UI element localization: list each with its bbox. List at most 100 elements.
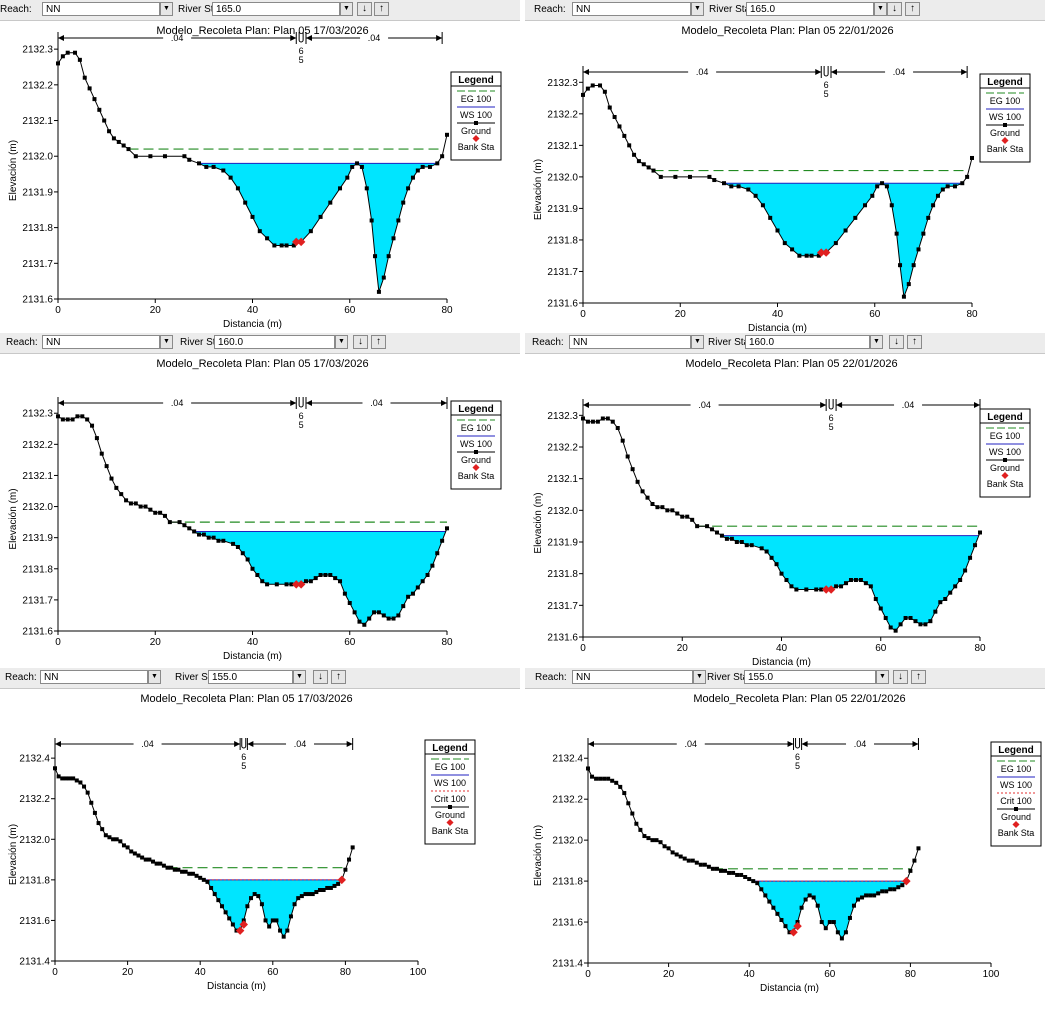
ground-point (194, 873, 199, 878)
chevron-down-icon[interactable]: ▼ (691, 2, 704, 16)
reach-select[interactable]: NN (572, 2, 691, 16)
ground-point (60, 54, 65, 59)
ground-point (209, 885, 214, 890)
ground-point (143, 857, 148, 862)
arrow-down-icon[interactable]: ↓ (313, 670, 328, 684)
reach-select[interactable]: NN (42, 2, 160, 16)
arrow-up-icon[interactable]: ↑ (911, 670, 926, 684)
ground-point (790, 247, 795, 252)
ground-point (731, 870, 736, 875)
reach-select[interactable]: NN (572, 670, 693, 684)
reach-select[interactable]: NN (40, 670, 148, 684)
arrow-left-icon (583, 69, 589, 75)
ground-point (714, 866, 719, 871)
ground-point (843, 930, 848, 935)
ground-point (299, 894, 304, 899)
chevron-down-icon[interactable]: ▼ (160, 335, 173, 349)
ground-point (328, 200, 333, 205)
ground-point (702, 862, 707, 867)
ground-point (176, 867, 181, 872)
legend-item-label: EG 100 (1001, 764, 1032, 774)
ground-point (916, 846, 921, 851)
chevron-down-icon[interactable]: ▼ (148, 670, 161, 684)
river-station-select[interactable]: 155.0 (208, 670, 293, 684)
arrow-up-icon[interactable]: ↑ (331, 670, 346, 684)
ground-point (71, 776, 76, 781)
arrow-up-icon[interactable]: ↑ (371, 335, 386, 349)
ground-point (755, 881, 760, 886)
river-station-select[interactable]: 165.0 (746, 2, 874, 16)
ground-point (863, 581, 868, 586)
river-station-select[interactable]: 165.0 (212, 2, 340, 16)
ground-point (680, 514, 685, 519)
y-tick-label: 2131.7 (547, 267, 578, 278)
chevron-down-icon[interactable]: ▼ (870, 335, 883, 349)
chart-title: Modelo_Recoleta Plan: Plan 05 17/03/2026 (140, 693, 352, 705)
ground-point (114, 837, 119, 842)
chevron-down-icon[interactable]: ▼ (340, 2, 353, 16)
ground-point (401, 604, 406, 609)
chevron-down-icon[interactable]: ▼ (874, 2, 887, 16)
legend-bank-swatch (1001, 471, 1009, 480)
chevron-down-icon[interactable]: ▼ (691, 335, 704, 349)
ground-point (272, 243, 277, 248)
ground-point (172, 867, 177, 872)
y-axis-label: Elevación (m) (533, 825, 544, 886)
river-station-select[interactable]: 160.0 (745, 335, 870, 349)
x-tick-label: 20 (122, 967, 134, 978)
chevron-down-icon[interactable]: ▼ (876, 670, 889, 684)
legend-bank-swatch (472, 463, 480, 472)
chevron-down-icon[interactable]: ▼ (693, 670, 706, 684)
bank-station-point (821, 585, 831, 594)
ground-point (323, 573, 328, 577)
reach-select[interactable]: NN (42, 335, 160, 349)
reach-select[interactable]: NN (569, 335, 691, 349)
chart-title: Modelo_Recoleta Plan: Plan 05 22/01/2026 (681, 25, 893, 37)
x-tick-label: 80 (905, 969, 917, 980)
legend-item-label: Ground (461, 455, 491, 465)
arrow-down-icon[interactable]: ↓ (353, 335, 368, 349)
ground-point (107, 835, 112, 840)
arrow-up-icon[interactable]: ↑ (374, 2, 389, 16)
chart-title: Modelo_Recoleta Plan: Plan 05 17/03/2026 (156, 25, 368, 37)
ground-point (675, 511, 680, 516)
chevron-down-icon[interactable]: ▼ (160, 2, 173, 16)
ground-point (783, 924, 788, 929)
ground-point (369, 218, 374, 223)
ground-point (376, 289, 381, 294)
ground-point (815, 903, 820, 908)
ground-point (963, 568, 968, 573)
chevron-down-icon[interactable]: ▼ (335, 335, 348, 349)
arrow-down-icon[interactable]: ↓ (887, 2, 902, 16)
arrow-down-icon[interactable]: ↓ (889, 335, 904, 349)
y-axis-label: Elevación (m) (8, 824, 19, 885)
x-tick-label: 60 (344, 305, 356, 316)
reach-label: Reach: (6, 337, 38, 348)
ground-point (722, 181, 727, 186)
ground-point (718, 868, 723, 873)
ground-point (270, 918, 275, 923)
ground-point (406, 186, 411, 191)
ground-point (252, 892, 257, 897)
river-station-select[interactable]: 155.0 (744, 670, 876, 684)
arrow-down-icon[interactable]: ↓ (893, 670, 908, 684)
ground-point (279, 243, 284, 248)
ground-point (615, 426, 620, 430)
ground-point (736, 184, 741, 189)
ground-point (622, 133, 627, 138)
ground-point (85, 790, 90, 795)
ground-point (111, 837, 116, 842)
y-axis-label: Elevación (m) (8, 488, 19, 549)
ground-point (906, 282, 911, 287)
ground-point (78, 780, 83, 785)
arrow-down-icon[interactable]: ↓ (357, 2, 372, 16)
arrow-up-icon[interactable]: ↑ (905, 2, 920, 16)
ground-point (85, 417, 90, 422)
chevron-down-icon[interactable]: ▼ (293, 670, 306, 684)
arrow-up-icon[interactable]: ↑ (907, 335, 922, 349)
ground-point (606, 776, 611, 781)
ground-point (284, 582, 289, 587)
river-station-select[interactable]: 160.0 (214, 335, 335, 349)
legend-ground-point (474, 450, 478, 454)
ground-point (632, 152, 637, 157)
